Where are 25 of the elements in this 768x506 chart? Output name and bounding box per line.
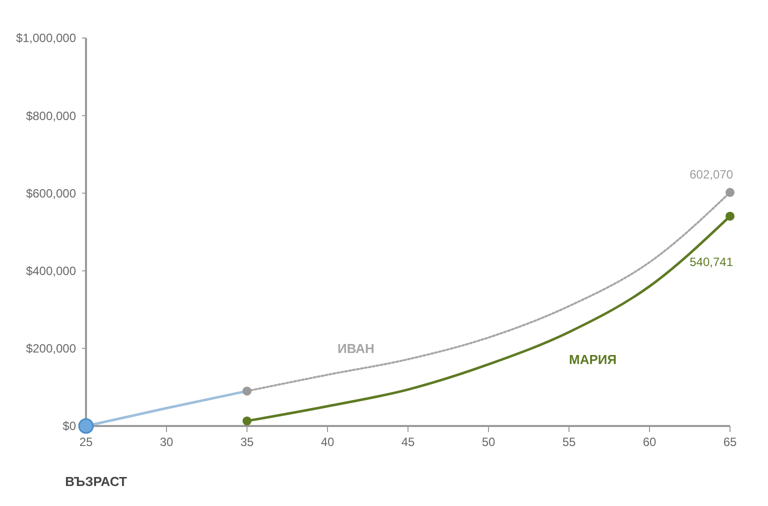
data-label: 602,070 xyxy=(690,167,734,182)
x-tick-label: 30 xyxy=(160,435,174,449)
y-tick-label: $800,000 xyxy=(26,108,76,123)
x-tick-label: 40 xyxy=(320,435,334,449)
y-tick-label: $400,000 xyxy=(26,264,76,278)
y-tick-label: $1,000,000 xyxy=(16,31,76,46)
x-tick-label: 25 xyxy=(79,435,93,449)
x-axis-title: ВЪЗРАСТ xyxy=(65,474,127,489)
point xyxy=(242,386,252,396)
point xyxy=(726,188,734,197)
data-label: 540,741 xyxy=(690,255,734,270)
series-label: МАРИЯ xyxy=(569,352,617,368)
series-label: ИВАН xyxy=(338,340,374,356)
point xyxy=(242,416,252,426)
y-tick-label: $600,000 xyxy=(26,186,76,200)
point xyxy=(78,418,94,434)
x-tick-label: 50 xyxy=(482,435,496,449)
point xyxy=(726,212,734,221)
x-tick-label: 45 xyxy=(401,435,415,449)
x-tick-label: 60 xyxy=(642,435,656,449)
x-tick-label: 35 xyxy=(240,435,254,449)
y-tick-label: $200,000 xyxy=(26,342,76,356)
y-tick-label: $0 xyxy=(62,419,76,434)
x-tick-label: 65 xyxy=(723,435,737,449)
x-tick-label: 55 xyxy=(562,435,576,449)
